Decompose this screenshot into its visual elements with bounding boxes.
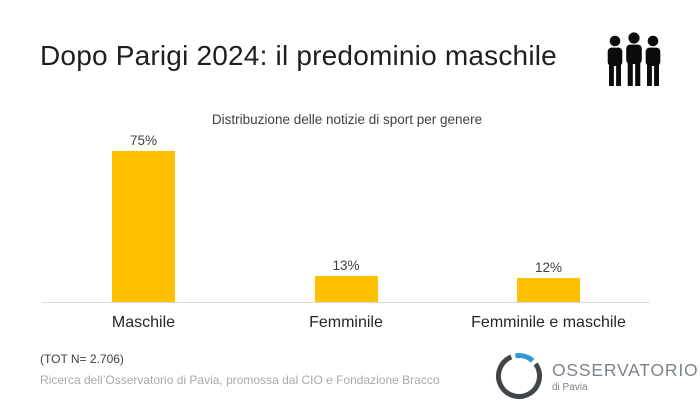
chart-title: Distribuzione delle notizie di sport per…	[211, 112, 483, 127]
category-label: Femminile e maschile	[471, 314, 626, 331]
logo-ring-accent	[515, 353, 535, 363]
logo-ring-icon	[496, 353, 542, 399]
bar	[517, 278, 580, 302]
bar-value-label: 75%	[129, 133, 158, 148]
category-label: Maschile	[111, 314, 176, 331]
three-people-icon	[607, 32, 661, 86]
logo-name: OSSERVATORIO	[552, 359, 699, 380]
logo-subname: di Pavia	[552, 381, 588, 393]
osservatorio-logo: OSSERVATORIO di Pavia	[494, 351, 698, 401]
bar	[314, 276, 378, 302]
page-title: Dopo Parigi 2024: il predominio maschile	[40, 40, 557, 71]
plot-area: 75% 13% 12%	[42, 130, 650, 303]
bar	[112, 151, 175, 302]
source-note: Ricerca dell’Osservatorio di Pavia, prom…	[40, 373, 440, 387]
logo-text: OSSERVATORIO di Pavia	[552, 360, 698, 393]
bar-value-label: 12%	[534, 260, 563, 275]
sample-size-note: (TOT N= 2.706)	[40, 352, 124, 366]
category-label: Femminile	[309, 314, 383, 331]
logo-ring-dark	[496, 354, 542, 399]
bar-value-label: 13%	[332, 258, 360, 273]
